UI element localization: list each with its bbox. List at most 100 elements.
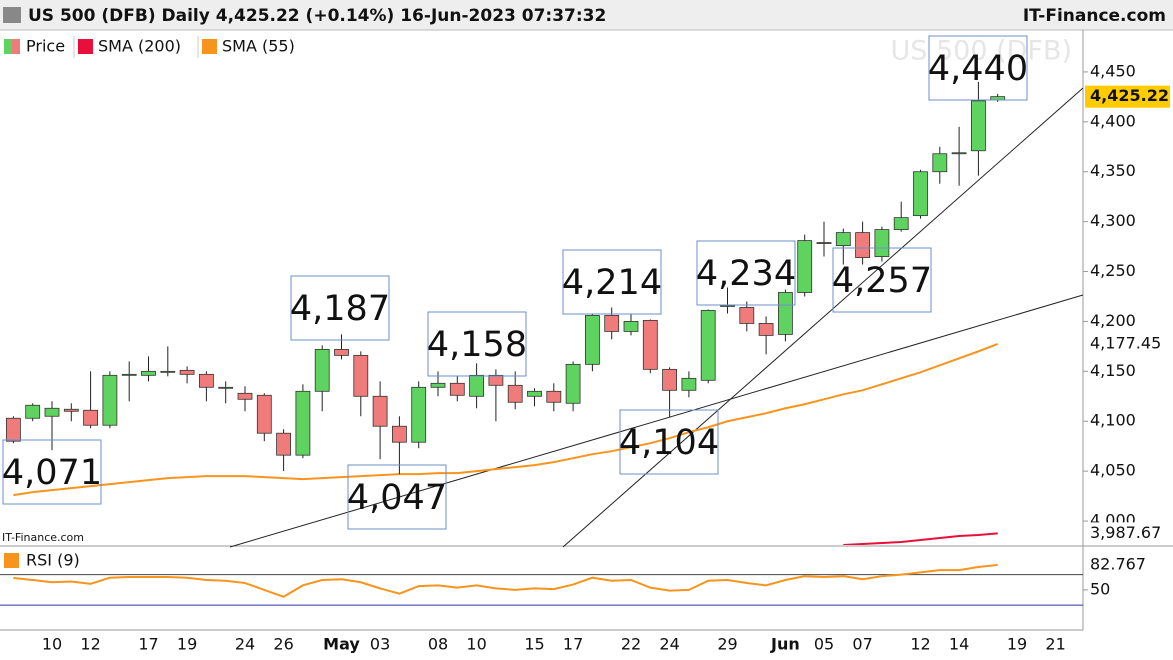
candle-body — [141, 370, 156, 376]
legend: Price SMA (200) SMA (55) — [4, 36, 295, 58]
candle-body — [913, 171, 928, 217]
annotation: 4,158 — [427, 325, 527, 365]
y-tick-label: 50 — [1090, 579, 1110, 598]
candle-body — [507, 384, 523, 403]
candle-body — [855, 232, 870, 258]
x-tick-label: 26 — [273, 635, 293, 654]
x-tick-label: Jun — [770, 635, 800, 654]
x-tick-label: 17 — [563, 635, 583, 654]
y-tick-label: 4,150 — [1090, 361, 1136, 380]
legend-swatch — [202, 39, 217, 54]
header-title: US 500 (DFB) Daily 4,425.22 (+0.14%) 16-… — [28, 6, 606, 26]
x-tick-label: 19 — [177, 635, 197, 654]
x-tick-label: 08 — [428, 635, 448, 654]
value-tag-label: 82.767 — [1090, 554, 1146, 573]
x-tick-label: 24 — [235, 635, 255, 654]
candle-body — [6, 417, 21, 442]
legend-swatch — [4, 553, 19, 568]
x-tick-label: 21 — [1045, 635, 1065, 654]
legend-label: Price — [26, 37, 65, 56]
trend-line — [229, 294, 1084, 548]
annotation: 4,104 — [619, 423, 719, 463]
candle-body — [758, 323, 774, 336]
candle-body — [469, 374, 485, 397]
x-tick-label: 10 — [42, 635, 62, 654]
candle-body — [488, 374, 504, 386]
candle-body — [25, 404, 41, 419]
y-tick-label: 4,450 — [1090, 61, 1136, 80]
candle-body — [720, 305, 735, 307]
header-bar — [0, 0, 1173, 30]
legend-label: RSI (9) — [26, 551, 80, 570]
candle-body — [893, 217, 909, 231]
price-tag — [1085, 85, 1170, 108]
candle-body — [430, 382, 446, 388]
rsi-line — [13, 563, 998, 598]
annotation: 4,071 — [2, 453, 102, 493]
candle-body — [44, 407, 60, 417]
annotation: 4,047 — [347, 478, 447, 518]
annotation-box — [427, 311, 527, 377]
value-tag — [1085, 522, 1170, 545]
candle-body — [411, 386, 427, 443]
annotation-box — [928, 35, 1028, 101]
annotation: 4,234 — [696, 254, 796, 294]
y-tick-label: 4,350 — [1090, 161, 1136, 180]
candle-body — [585, 315, 600, 365]
candle-body — [83, 409, 98, 426]
candle-body — [932, 153, 948, 173]
annotation-box — [290, 275, 390, 341]
annotation-box — [832, 247, 932, 313]
x-tick-label: 15 — [524, 635, 544, 654]
candle-body — [604, 315, 620, 332]
legend-label: SMA (200) — [98, 37, 181, 56]
annotation-box — [619, 409, 719, 475]
y-tick-label: 4,250 — [1090, 261, 1136, 280]
candle-body — [546, 390, 562, 403]
price-tag-label: 4,425.22 — [1090, 86, 1169, 105]
candle-body — [971, 100, 986, 152]
annotation-box — [562, 249, 662, 315]
value-tag-label: 4,177.45 — [1090, 333, 1161, 352]
x-tick-label: 05 — [814, 635, 834, 654]
watermark: US 500 (DFB) — [890, 36, 1072, 67]
sma-line — [843, 532, 998, 545]
candle-body — [276, 432, 292, 456]
candle-body — [334, 348, 349, 356]
value-tag-label: 3,987.67 — [1090, 523, 1161, 542]
annotation-box — [347, 464, 447, 530]
candle-body — [218, 386, 234, 389]
candle-body — [295, 390, 311, 456]
candle-body — [642, 320, 658, 370]
legend-swatch — [78, 39, 93, 54]
candle-body — [160, 370, 176, 373]
annotation-box — [2, 439, 102, 505]
candle-body — [198, 373, 214, 388]
candle-body — [951, 152, 967, 155]
candle-body — [662, 368, 677, 391]
candle-body — [874, 229, 890, 257]
candle-body — [565, 363, 581, 404]
legend-swatch — [4, 39, 12, 54]
candle-body — [681, 377, 697, 391]
candle-body — [816, 242, 832, 244]
x-tick-label: 12 — [80, 635, 100, 654]
annotation: 4,257 — [832, 261, 932, 301]
candle-body — [179, 369, 195, 375]
x-tick-label: 03 — [370, 635, 390, 654]
candle-body — [372, 395, 388, 427]
candle-body — [990, 96, 1006, 101]
legend-swatch — [12, 39, 20, 54]
demo-icon — [3, 7, 21, 23]
x-tick-label: 10 — [466, 635, 486, 654]
x-tick-label: 29 — [717, 635, 737, 654]
annotation-box — [696, 240, 796, 306]
y-tick-label: 4,400 — [1090, 111, 1136, 130]
candle-body — [102, 374, 118, 426]
candle-body — [778, 292, 793, 335]
candle-body — [353, 354, 369, 397]
candle-body — [527, 390, 542, 397]
annotation: 4,214 — [562, 263, 662, 303]
candle-body — [700, 310, 716, 381]
